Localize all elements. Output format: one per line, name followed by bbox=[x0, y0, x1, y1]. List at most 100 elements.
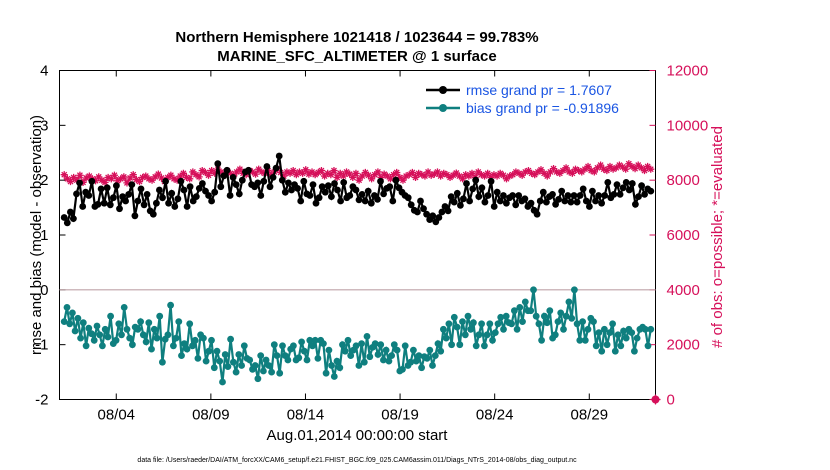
bias-point bbox=[118, 331, 125, 339]
bias-point bbox=[532, 312, 540, 320]
obs-point bbox=[302, 166, 310, 174]
y-tick-label-left: 1 bbox=[40, 227, 48, 244]
obs-point bbox=[603, 166, 611, 175]
bias-point bbox=[557, 309, 565, 317]
rmse-point bbox=[539, 188, 547, 196]
rmse-point bbox=[380, 190, 387, 198]
bias-point bbox=[145, 319, 153, 327]
bias-point bbox=[66, 320, 74, 328]
bias-point bbox=[339, 341, 346, 349]
rmse-point bbox=[460, 195, 467, 203]
bias-point bbox=[467, 325, 475, 333]
bias-point bbox=[284, 356, 292, 364]
bias-point bbox=[571, 286, 578, 294]
bias-point bbox=[481, 342, 488, 350]
bias-point bbox=[530, 286, 537, 294]
rmse-point bbox=[315, 194, 323, 202]
rmse-point bbox=[159, 194, 166, 202]
rmse-point bbox=[466, 197, 473, 205]
obs-point bbox=[289, 166, 297, 175]
obs-point bbox=[132, 176, 140, 184]
bias-point bbox=[377, 341, 385, 349]
obs-point bbox=[342, 168, 351, 176]
obs-point bbox=[98, 176, 106, 184]
bias-point bbox=[99, 342, 106, 350]
rmse-point bbox=[635, 193, 642, 201]
obs-point bbox=[628, 162, 636, 171]
bias-point bbox=[333, 357, 341, 365]
bias-point bbox=[456, 341, 464, 349]
rmse-point bbox=[168, 189, 176, 197]
rmse-point bbox=[177, 177, 185, 185]
bias-point bbox=[611, 347, 619, 355]
obs-point bbox=[355, 176, 363, 184]
rmse-point bbox=[564, 192, 572, 199]
bias-point bbox=[85, 324, 93, 332]
obs-point bbox=[640, 166, 649, 175]
rmse-point bbox=[165, 199, 173, 207]
rmse-point bbox=[275, 152, 283, 160]
rmse-point bbox=[361, 197, 369, 205]
rmse-point bbox=[536, 197, 544, 205]
obs-point bbox=[349, 173, 357, 182]
obs-point bbox=[644, 162, 652, 171]
obs-point bbox=[440, 169, 448, 177]
chart-subtitle: MARINE_SFC_ALTIMETER @ 1 surface bbox=[217, 48, 496, 65]
rmse-point bbox=[392, 176, 400, 184]
bias-point bbox=[224, 363, 232, 370]
obs-point bbox=[559, 166, 567, 175]
rmse-point bbox=[140, 201, 148, 209]
bias-point bbox=[429, 362, 436, 369]
obs-point bbox=[204, 171, 213, 179]
legend-rmse-marker bbox=[439, 86, 447, 94]
bias-point bbox=[363, 333, 371, 340]
bias-point bbox=[306, 336, 314, 344]
rmse-point bbox=[496, 197, 504, 205]
obs-point bbox=[154, 170, 162, 178]
obs-point bbox=[380, 170, 388, 178]
rmse-point bbox=[438, 208, 446, 216]
obs-point bbox=[258, 168, 266, 176]
obs-point bbox=[596, 161, 605, 169]
rmse-point bbox=[281, 188, 289, 196]
bias-point bbox=[295, 354, 303, 362]
obs-point bbox=[292, 171, 300, 179]
bias-point bbox=[159, 358, 166, 366]
obs-point bbox=[104, 173, 112, 182]
rmse-point bbox=[487, 177, 495, 185]
obs-point bbox=[383, 172, 391, 180]
bias-point bbox=[156, 312, 164, 320]
obs-point bbox=[484, 169, 492, 177]
rmse-point bbox=[407, 201, 415, 209]
y-tick-label-left: 0 bbox=[40, 282, 48, 299]
rmse-point bbox=[500, 192, 507, 199]
bias-point bbox=[644, 342, 652, 350]
obs-point bbox=[320, 172, 329, 180]
obs-point bbox=[509, 171, 517, 179]
bias-point bbox=[178, 352, 185, 359]
bias-point bbox=[153, 334, 161, 342]
obs-point bbox=[182, 173, 191, 182]
rmse-point bbox=[131, 212, 139, 220]
obs-point bbox=[60, 171, 68, 179]
bias-point bbox=[475, 331, 483, 339]
bias-point bbox=[270, 341, 278, 349]
bias-point bbox=[590, 318, 597, 325]
bias-point bbox=[93, 322, 101, 330]
rmse-point bbox=[328, 193, 335, 201]
bias-point bbox=[290, 342, 297, 350]
bias-point bbox=[77, 334, 84, 342]
rmse-point bbox=[414, 208, 421, 216]
obs-point bbox=[618, 163, 627, 171]
bias-point bbox=[202, 357, 210, 365]
bias-point bbox=[74, 314, 82, 322]
obs-point bbox=[399, 176, 407, 184]
bias-point bbox=[513, 325, 521, 333]
bias-series bbox=[60, 286, 655, 386]
obs-point bbox=[179, 169, 188, 177]
bias-point bbox=[183, 345, 191, 353]
obs-point bbox=[283, 168, 291, 176]
bias-point bbox=[150, 325, 158, 333]
bias-point bbox=[71, 327, 79, 335]
obs-point bbox=[336, 169, 344, 177]
